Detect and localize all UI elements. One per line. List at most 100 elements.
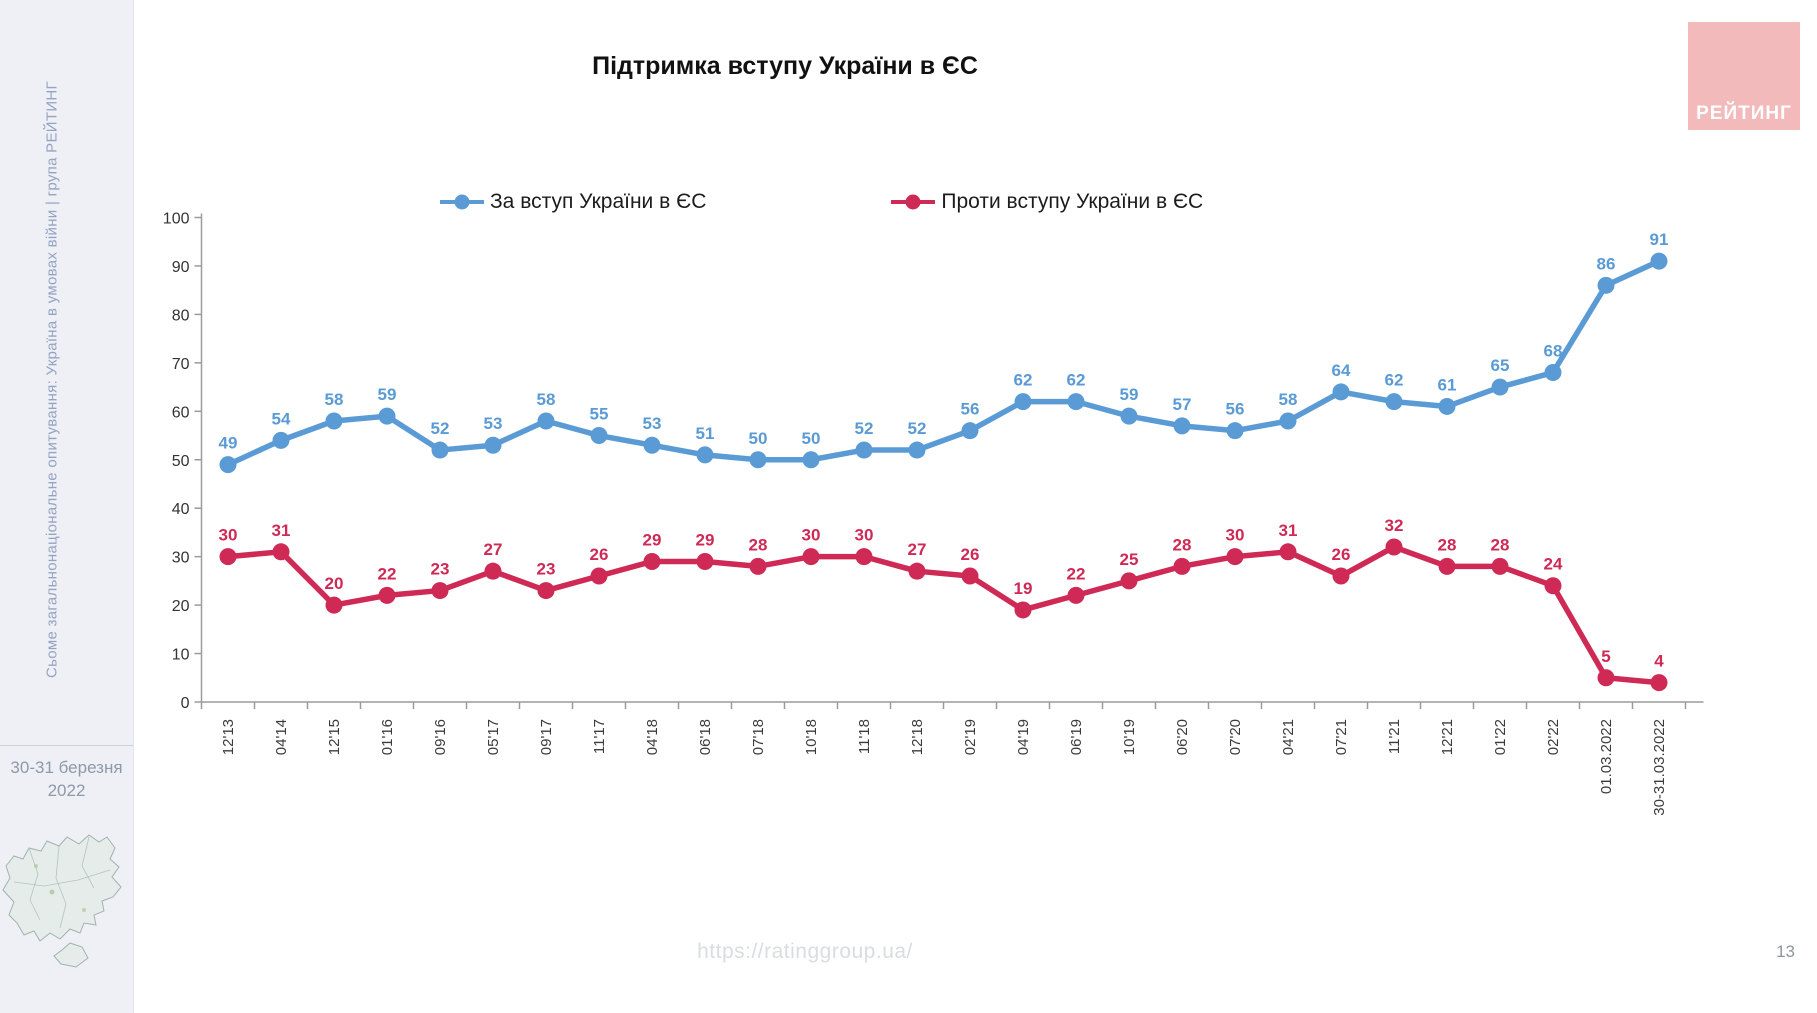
x-category-label: 12'13: [220, 719, 237, 755]
data-label: 30: [219, 526, 238, 545]
data-point: [855, 548, 873, 566]
data-point: [1597, 669, 1615, 687]
data-label: 53: [643, 414, 662, 433]
x-category-label: 04'19: [1015, 719, 1032, 755]
data-point: [1120, 572, 1138, 590]
x-category-label: 10'18: [803, 719, 820, 755]
data-label: 54: [272, 409, 291, 428]
data-label: 4: [1654, 652, 1664, 671]
x-category-label: 06'18: [697, 719, 714, 755]
data-label: 51: [696, 424, 715, 443]
data-point: [1385, 393, 1403, 411]
x-category-label: 12'15: [326, 719, 343, 755]
data-label: 65: [1491, 356, 1510, 375]
data-label: 31: [1279, 521, 1298, 540]
data-point: [537, 582, 555, 600]
x-category-label: 01'16: [379, 719, 396, 755]
y-tick-label: 0: [181, 695, 190, 712]
data-point: [484, 562, 502, 580]
data-point: [325, 412, 343, 430]
line-dot-marker-red-icon: [891, 194, 936, 210]
data-label: 26: [961, 545, 980, 564]
x-category-label: 07'18: [750, 719, 767, 755]
data-label: 23: [431, 560, 450, 579]
survey-date: 30-31 березня 2022: [0, 756, 133, 802]
x-category-label: 04'18: [644, 719, 661, 755]
data-point: [696, 446, 714, 464]
data-point: [855, 441, 873, 459]
page-number: 13: [1776, 942, 1795, 961]
ukraine-map: [0, 822, 133, 1013]
data-point: [1650, 252, 1668, 270]
legend-item-for: За вступ України в ЄС: [440, 190, 706, 214]
data-label: 91: [1650, 230, 1669, 249]
data-label: 20: [325, 574, 344, 593]
data-point: [1067, 586, 1085, 604]
data-label: 30: [855, 526, 874, 545]
survey-date-line1: 30-31 березня: [10, 758, 123, 777]
x-category-label: 02'22: [1545, 719, 1562, 755]
data-label: 58: [537, 390, 556, 409]
support-line-chart: 0 10 20 30 40 50 60 70 80 90 100 12'13 04'14 12'15 01'…: [140, 190, 1810, 980]
data-label: 27: [908, 540, 927, 559]
data-label: 22: [378, 564, 397, 583]
data-point: [908, 562, 926, 580]
y-tick-label: 100: [163, 211, 190, 228]
x-category-label: 07'21: [1333, 719, 1350, 755]
x-category-label: 01.03.2022: [1598, 719, 1615, 794]
y-tick-label: 20: [172, 598, 190, 615]
data-label: 49: [219, 434, 238, 453]
footer-url: https://ratinggroup.ua/: [697, 940, 913, 963]
rating-logo-text: РЕЙТИНГ: [1696, 103, 1792, 124]
data-label: 62: [1067, 371, 1086, 390]
chart-canvas: 0 10 20 30 40 50 60 70 80 90 100 12'13 04'14 12'15 01'…: [163, 211, 1704, 816]
data-point: [378, 586, 396, 604]
x-category-label: 10'19: [1121, 719, 1138, 755]
y-tick-label: 60: [172, 404, 190, 421]
data-point: [1544, 364, 1562, 382]
data-point: [749, 451, 767, 469]
data-point: [484, 436, 502, 454]
data-point: [272, 543, 290, 561]
left-sidebar: Сьоме загальнонаціональне опитування: Ук…: [0, 0, 134, 1013]
data-label: 53: [484, 414, 503, 433]
series-line-1: [225, 544, 1662, 686]
line-dot-marker-blue-icon: [440, 194, 484, 210]
page-title: Підтримка вступу України в ЄС: [592, 52, 978, 80]
data-label: 29: [696, 530, 715, 549]
data-label: 64: [1332, 361, 1351, 380]
x-category-label: 11'18: [856, 719, 873, 754]
data-point: [1650, 674, 1668, 692]
data-point: [1014, 601, 1032, 619]
data-label: 30: [1226, 526, 1245, 545]
data-label: 32: [1385, 516, 1404, 535]
data-label: 27: [484, 540, 503, 559]
data-label: 28: [1491, 535, 1510, 554]
data-point: [908, 441, 926, 459]
legend-item-against: Проти вступу України в ЄС: [891, 190, 1203, 214]
x-category-label: 01'22: [1492, 719, 1509, 755]
x-category-label: 11'21: [1386, 719, 1403, 754]
x-category-label: 02'19: [962, 719, 979, 755]
data-point: [378, 407, 396, 425]
data-point: [1438, 397, 1456, 415]
data-point: [1226, 422, 1244, 440]
data-label: 62: [1014, 371, 1033, 390]
data-label: 29: [643, 530, 662, 549]
data-label: 52: [908, 419, 927, 438]
data-label: 26: [1332, 545, 1351, 564]
data-point: [272, 431, 290, 449]
x-category-label: 04'14: [273, 719, 290, 755]
data-point: [1332, 567, 1350, 585]
data-point: [1067, 393, 1085, 411]
data-point: [1173, 557, 1191, 575]
data-label: 30: [802, 526, 821, 545]
y-tick-label: 90: [172, 259, 190, 276]
series-line-0: [225, 258, 1662, 468]
data-point: [1120, 407, 1138, 425]
data-label: 57: [1173, 395, 1192, 414]
data-label: 26: [590, 545, 609, 564]
data-point: [325, 596, 343, 614]
data-point: [219, 548, 237, 566]
rating-logo: РЕЙТИНГ: [1688, 22, 1800, 130]
